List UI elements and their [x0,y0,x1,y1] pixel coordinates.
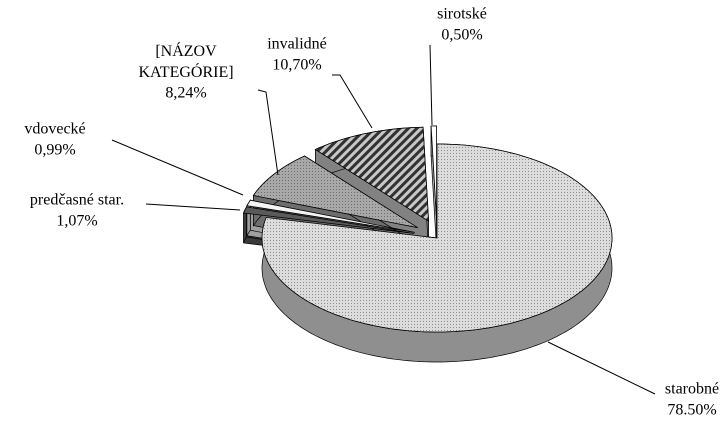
slice [246,199,415,233]
leader-line [257,89,279,176]
slice-pattern [262,144,612,332]
slice-side-shade [431,126,437,250]
label-line: [NÁZOV [155,41,217,60]
value-label: 1,07% [56,213,97,230]
category-label: invalidné [267,36,327,53]
slice-pattern [315,127,429,222]
value-label: 10,70% [272,57,321,74]
slice [430,125,437,221]
category-label: starobné [665,381,719,398]
leader-line [332,74,373,129]
category-label: [NÁZOV KATEGÓRIE] [138,41,233,81]
value-label: 78.50% [667,402,716,419]
value-label: 8,24% [165,85,206,102]
leader-line [111,139,244,196]
category-label: predčasné star. [30,192,124,209]
value-label: 0,50% [441,27,482,44]
value-label: 0,99% [34,142,75,159]
leader-line [547,341,656,395]
category-label: sirotské [437,6,487,23]
leader-line [429,44,433,126]
slice-pattern [253,156,418,228]
slice [243,206,415,234]
leader-line [145,203,241,211]
slice-side-shade [243,206,247,243]
category-label: vdovecké [24,121,85,138]
label-line: KATEGÓRIE] [138,62,233,81]
